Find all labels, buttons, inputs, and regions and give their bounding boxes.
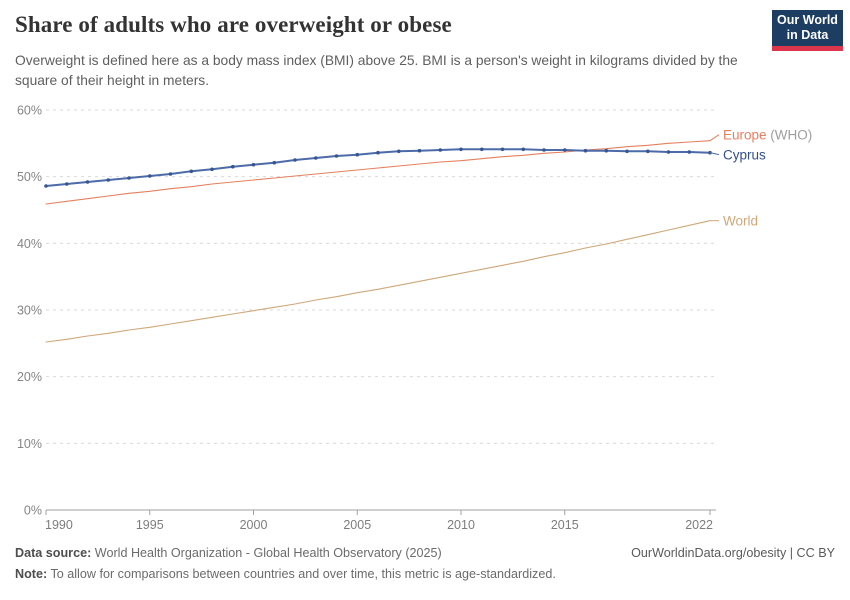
data-point-marker[interactable] [293, 158, 297, 162]
x-tick-label: 2015 [551, 518, 579, 532]
series-label-europe[interactable]: Europe (WHO) [723, 127, 812, 142]
x-tick-label: 2005 [343, 518, 371, 532]
data-point-marker[interactable] [251, 162, 256, 167]
data-point-marker[interactable] [65, 182, 69, 186]
data-point-marker[interactable] [106, 178, 111, 182]
note-label: Note: [15, 567, 48, 581]
series-label-world[interactable]: World [723, 213, 758, 228]
owid-logo-line2: in Data [786, 28, 829, 42]
series-label-cyprus[interactable]: Cyprus [723, 147, 766, 162]
y-tick-label: 20% [17, 370, 42, 384]
data-source-text: Data source: World Health Organization -… [15, 546, 442, 560]
data-point-marker[interactable] [500, 147, 505, 152]
y-tick-label: 60% [17, 104, 42, 118]
data-point-marker[interactable] [417, 148, 422, 153]
data-point-marker[interactable] [314, 156, 318, 160]
data-point-marker[interactable] [666, 150, 671, 154]
y-tick-label: 10% [17, 437, 42, 451]
data-point-marker[interactable] [604, 148, 609, 153]
data-point-marker[interactable] [583, 148, 588, 153]
data-point-marker[interactable] [168, 172, 173, 176]
y-tick-label: 40% [17, 237, 42, 251]
data-point-marker[interactable] [355, 152, 360, 157]
data-point-marker[interactable] [563, 148, 567, 152]
note-text: Note: To allow for comparisons between c… [15, 567, 835, 581]
x-tick-label: 1990 [45, 518, 73, 532]
data-point-marker[interactable] [438, 148, 443, 152]
data-point-marker[interactable] [542, 148, 546, 152]
series-label-connector [709, 134, 720, 142]
note-value: To allow for comparisons between countri… [47, 567, 556, 581]
data-point-marker[interactable] [521, 147, 526, 152]
series-line-europe[interactable] [45, 140, 711, 205]
chart-subtitle: Overweight is defined here as a body mas… [15, 53, 738, 88]
data-point-marker[interactable] [625, 149, 629, 154]
x-tick-label: 2000 [240, 518, 268, 532]
owid-link[interactable]: OurWorldinData.org/obesity | CC BY [631, 546, 835, 560]
owid-logo[interactable]: Our World in Data [772, 10, 843, 51]
y-tick-label: 50% [17, 170, 42, 184]
data-point-marker[interactable] [148, 174, 152, 178]
data-point-marker[interactable] [272, 160, 277, 165]
data-point-marker[interactable] [127, 176, 131, 180]
data-point-marker[interactable] [44, 184, 48, 188]
owid-logo-line1: Our World [777, 13, 838, 28]
y-tick-label: 0% [24, 504, 42, 518]
data-point-marker[interactable] [480, 147, 484, 152]
data-point-marker[interactable] [231, 164, 235, 169]
data-source-label: Data source: [15, 546, 92, 560]
y-tick-label: 30% [17, 304, 42, 318]
data-point-marker[interactable] [376, 150, 380, 155]
x-tick-label: 2010 [447, 518, 475, 532]
x-tick-label: 2022 [685, 518, 713, 532]
data-point-marker[interactable] [334, 154, 339, 158]
data-point-marker[interactable] [646, 149, 650, 154]
data-point-marker[interactable] [397, 149, 401, 154]
data-point-marker[interactable] [210, 167, 214, 172]
series-label-connector [709, 152, 720, 156]
data-point-marker[interactable] [189, 169, 194, 174]
data-point-marker[interactable] [459, 147, 463, 152]
x-tick-label: 1995 [136, 518, 164, 532]
data-point-marker[interactable] [687, 150, 692, 154]
page-title: Share of adults who are overweight or ob… [15, 12, 452, 37]
data-source-value: World Health Organization - Global Healt… [91, 546, 442, 560]
series-line-world[interactable] [45, 220, 711, 343]
data-point-marker[interactable] [85, 180, 90, 184]
chart-footer: Data source: World Health Organization -… [15, 546, 835, 581]
